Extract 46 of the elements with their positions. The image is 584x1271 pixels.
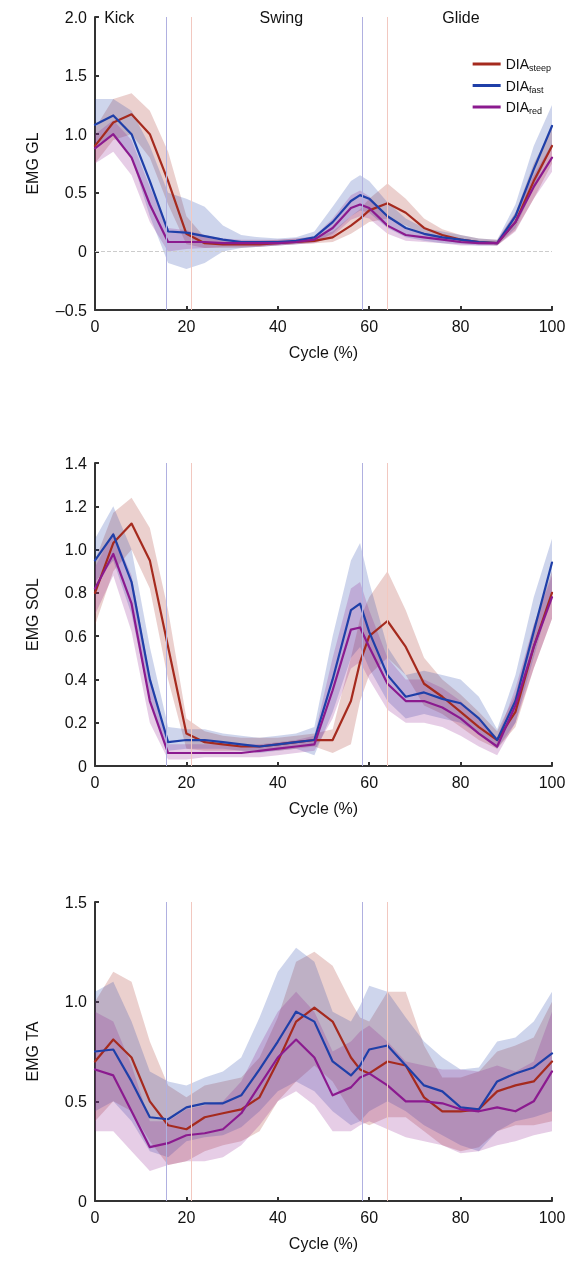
annotation: Kick — [104, 8, 136, 26]
x-tick-label: 100 — [538, 1208, 566, 1226]
line-series — [93, 1038, 554, 1149]
x-tick-label: 20 — [177, 317, 196, 335]
x-tick-label: 80 — [451, 317, 470, 335]
x-tick-label: 40 — [268, 773, 287, 791]
y-tick-label: 0.4 — [64, 670, 88, 688]
x-tick-label: 40 — [268, 317, 287, 335]
y-tick-label: –0.5 — [55, 301, 88, 319]
y-tick-label: 0.8 — [64, 584, 88, 602]
y-tick-label: 0.6 — [64, 627, 88, 645]
y-tick-label: 1.5 — [64, 67, 88, 85]
x-tick-label: 20 — [177, 1208, 196, 1226]
y-tick-label: 1.4 — [64, 454, 88, 472]
x-tick-label: 100 — [538, 317, 566, 335]
y-tick-label: 1.2 — [64, 497, 88, 515]
x-axis-title: Cycle (%) — [288, 343, 359, 361]
annotation: Glide — [442, 8, 480, 26]
y-tick-label: 0.5 — [64, 1092, 88, 1110]
y-tick-label: 1.0 — [64, 993, 88, 1011]
y-tick-label: 1.0 — [64, 541, 88, 559]
x-tick-label: 60 — [360, 1208, 379, 1226]
x-tick-label: 80 — [451, 773, 470, 791]
x-tick-label: 0 — [90, 317, 100, 335]
y-tick-label: 0.5 — [64, 184, 88, 202]
x-tick-label: 80 — [451, 1208, 470, 1226]
x-tick-label: 0 — [90, 773, 100, 791]
x-tick-label: 100 — [538, 773, 566, 791]
x-tick-label: 20 — [177, 773, 196, 791]
y-tick-label: 0 — [78, 1192, 88, 1210]
x-axis-title: Cycle (%) — [288, 799, 359, 817]
y-tick-label: 1.5 — [64, 893, 88, 911]
y-tick-label: 2.0 — [64, 8, 88, 26]
y-tick-label: 0 — [78, 757, 88, 775]
y-axis-title: EMG GL — [23, 132, 41, 195]
x-axis-title: Cycle (%) — [288, 1234, 359, 1252]
x-tick-label: 0 — [90, 1208, 100, 1226]
y-tick-label: 1.0 — [64, 125, 88, 143]
y-tick-label: 0 — [78, 242, 88, 260]
annotation: Swing — [259, 8, 304, 26]
y-tick-label: 0.2 — [64, 714, 88, 732]
x-tick-label: 40 — [268, 1208, 287, 1226]
x-tick-label: 60 — [360, 773, 379, 791]
y-axis-title: EMG TA — [23, 1021, 41, 1082]
x-tick-label: 60 — [360, 317, 379, 335]
y-axis-title: EMG SOL — [23, 577, 41, 651]
